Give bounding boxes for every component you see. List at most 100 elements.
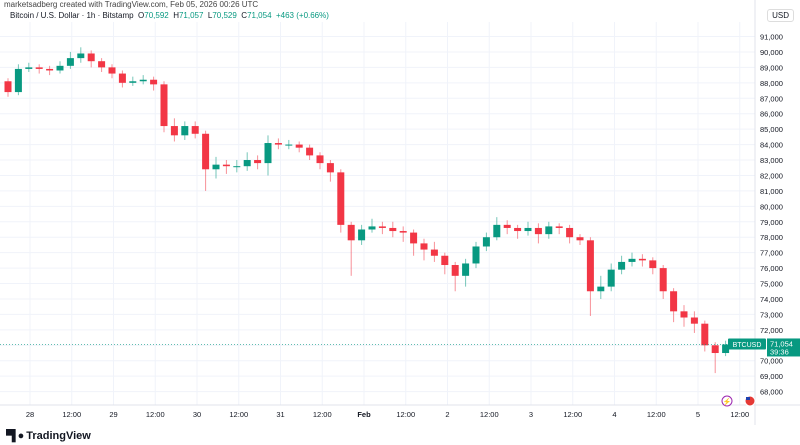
y-tick-label: 82,000 xyxy=(760,171,783,180)
tradingview-logo[interactable]: ▀▌● TradingView xyxy=(6,430,91,442)
x-tick-label: 28 xyxy=(26,410,34,419)
y-tick-label: 73,000 xyxy=(760,310,783,319)
candle-body xyxy=(701,323,709,346)
candle-body xyxy=(607,269,615,287)
candle-body xyxy=(139,79,147,82)
candle-body xyxy=(243,160,251,167)
y-tick-label: 69,000 xyxy=(760,372,783,381)
candle-body xyxy=(410,232,418,244)
y-tick-label: 79,000 xyxy=(760,218,783,227)
y-tick-label: 74,000 xyxy=(760,295,783,304)
candle-body xyxy=(597,286,605,292)
x-tick-label: 30 xyxy=(193,410,201,419)
x-tick-label: 5 xyxy=(696,410,700,419)
candle-body xyxy=(118,73,126,83)
x-tick-label: 29 xyxy=(109,410,117,419)
low-value: 70,529 xyxy=(212,11,237,20)
lightning-glyph: ⚡ xyxy=(723,397,732,406)
candle-body xyxy=(566,227,574,238)
candle-body xyxy=(25,67,33,69)
candle-body xyxy=(420,243,428,250)
open-label: O xyxy=(138,11,145,20)
y-tick-label: 84,000 xyxy=(760,141,783,150)
candle-body xyxy=(316,155,324,164)
candle-body xyxy=(462,263,470,276)
candle-body xyxy=(306,147,314,156)
y-tick-label: 85,000 xyxy=(760,125,783,134)
candle-body xyxy=(586,240,594,292)
candle-body xyxy=(87,53,95,62)
candle-body xyxy=(129,81,137,83)
candle-body xyxy=(493,224,501,238)
candle-body xyxy=(555,226,563,228)
candle-body xyxy=(649,260,657,269)
y-tick-label: 70,000 xyxy=(760,357,783,366)
candle-body xyxy=(108,67,116,74)
candle-body xyxy=(254,160,262,164)
candle-body xyxy=(378,226,386,228)
candle-body xyxy=(722,344,730,354)
candle-body xyxy=(212,164,220,170)
x-tick-label: 31 xyxy=(276,410,284,419)
y-tick-label: 87,000 xyxy=(760,94,783,103)
x-tick-label: Feb xyxy=(357,410,371,419)
candle-body xyxy=(264,143,272,164)
open-value: 70,592 xyxy=(144,11,169,20)
y-tick-label: 86,000 xyxy=(760,110,783,119)
candle-body xyxy=(670,291,678,312)
candle-body xyxy=(222,164,230,167)
y-tick-label: 89,000 xyxy=(760,63,783,72)
price-badge xyxy=(767,338,800,357)
y-tick-label: 91,000 xyxy=(760,33,783,42)
x-tick-label: 12:00 xyxy=(313,410,332,419)
y-tick-label: 90,000 xyxy=(760,48,783,57)
candle-body xyxy=(389,227,397,232)
x-tick-label: 12:00 xyxy=(480,410,499,419)
y-tick-label: 75,000 xyxy=(760,280,783,289)
candle-body xyxy=(4,81,12,93)
candle-body xyxy=(358,229,366,241)
x-tick-label: 3 xyxy=(529,410,533,419)
candle-body xyxy=(202,133,210,170)
x-tick-label: 12:00 xyxy=(563,410,582,419)
lightning-event-icon[interactable] xyxy=(721,395,733,407)
candle-body xyxy=(14,68,22,93)
y-tick-label: 80,000 xyxy=(760,202,783,211)
candle-body xyxy=(66,58,74,66)
symbol-badge-label: BTCUSD xyxy=(733,342,762,349)
x-tick-label: 12:00 xyxy=(62,410,81,419)
high-label: H xyxy=(173,11,179,20)
candle-body xyxy=(191,126,199,134)
candle-body xyxy=(285,144,293,146)
candle-body xyxy=(680,311,688,318)
candle-body xyxy=(274,143,282,145)
x-tick-label: 12:00 xyxy=(396,410,415,419)
y-tick-label: 88,000 xyxy=(760,79,783,88)
candle-body xyxy=(576,237,584,241)
y-tick-label: 68,000 xyxy=(760,388,783,397)
candle-body xyxy=(638,258,646,261)
candle-body xyxy=(482,237,490,247)
currency-button[interactable]: USD xyxy=(767,9,794,22)
candle-body xyxy=(534,227,542,235)
x-tick-label: 12:00 xyxy=(647,410,666,419)
candle-body xyxy=(181,126,189,136)
x-tick-label: 12:00 xyxy=(229,410,248,419)
flag-canton xyxy=(746,397,750,400)
candle-body xyxy=(451,265,459,276)
candle-body xyxy=(150,79,158,85)
candle-body xyxy=(368,226,376,230)
candle-body xyxy=(503,224,511,228)
change-value: +463 (+0.66%) xyxy=(275,11,329,20)
symbol-badge xyxy=(728,338,766,350)
y-tick-label: 83,000 xyxy=(760,156,783,165)
candle-body xyxy=(98,61,106,68)
y-tick-label: 77,000 xyxy=(760,249,783,258)
symbol-title[interactable]: Bitcoin / U.S. Dollar · 1h · Bitstamp xyxy=(10,11,134,20)
close-label: C xyxy=(241,11,248,20)
candle-body xyxy=(441,255,449,266)
y-tick-label: 76,000 xyxy=(760,264,783,273)
y-tick-label: 78,000 xyxy=(760,233,783,242)
candle-body xyxy=(295,144,303,148)
